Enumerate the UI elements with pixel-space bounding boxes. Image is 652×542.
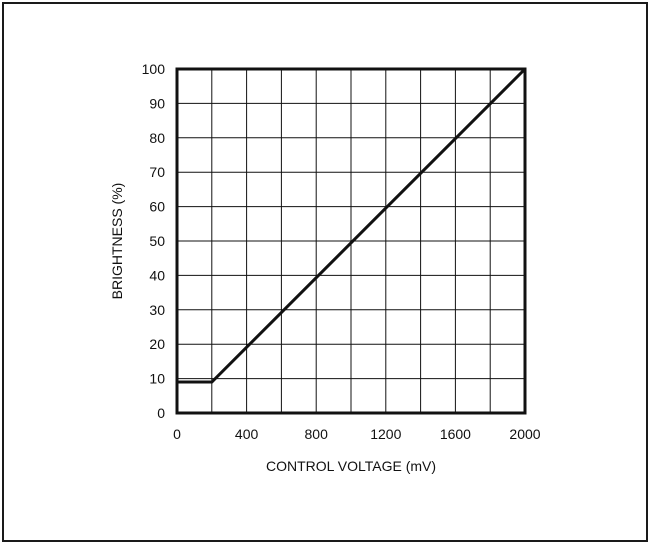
x-tick-labels: 0 400 800 1200 1600 2000 [173,426,541,442]
y-tick-labels: 0 10 20 30 40 50 60 70 80 90 100 [142,61,166,421]
brightness-vs-voltage-chart: 0 400 800 1200 1600 2000 0 10 20 30 40 50 60 70 80 90 1… [0,0,652,522]
x-axis-title: CONTROL VOLTAGE (mV) [266,458,436,474]
y-tick-label: 60 [149,199,165,215]
x-tick-label: 0 [173,426,181,442]
y-tick-label: 40 [149,267,165,283]
x-tick-label: 1600 [440,426,471,442]
y-tick-label: 10 [149,371,165,387]
x-tick-label: 1200 [370,426,401,442]
y-tick-label: 20 [149,336,165,352]
y-tick-label: 0 [157,405,165,421]
x-tick-label: 800 [305,426,329,442]
y-tick-label: 100 [142,61,166,77]
y-tick-label: 70 [149,164,165,180]
y-tick-label: 80 [149,130,165,146]
x-tick-label: 400 [235,426,259,442]
y-tick-label: 30 [149,302,165,318]
y-tick-label: 90 [149,95,165,111]
y-tick-label: 50 [149,233,165,249]
x-tick-label: 2000 [509,426,540,442]
y-axis-title: BRIGHTNESS (%) [109,183,125,300]
